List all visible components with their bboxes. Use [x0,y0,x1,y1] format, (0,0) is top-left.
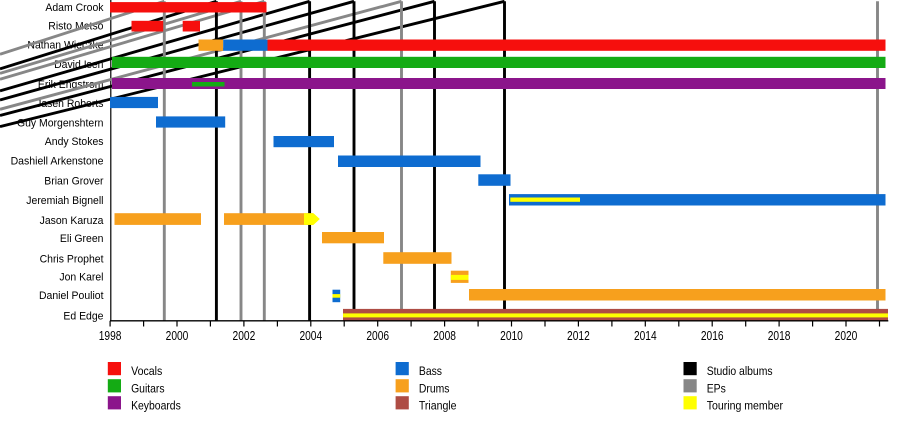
svg-text:Jason Karuza: Jason Karuza [40,215,105,227]
svg-text:Adam Crook: Adam Crook [45,2,104,14]
svg-text:2004: 2004 [299,328,322,343]
svg-text:EPs: EPs [707,381,726,395]
svg-text:Andy Stokes: Andy Stokes [45,136,104,148]
svg-text:Jon Karel: Jon Karel [59,272,103,284]
svg-text:Touring member: Touring member [707,398,783,412]
svg-text:Triangle: Triangle [419,398,457,412]
svg-text:2010: 2010 [500,328,523,343]
svg-text:2012: 2012 [567,328,590,343]
svg-text:Vocals: Vocals [131,364,162,378]
svg-text:Bass: Bass [419,364,442,378]
svg-text:Risto Metso: Risto Metso [48,20,103,32]
svg-text:2006: 2006 [366,328,389,343]
svg-text:Keyboards: Keyboards [131,398,181,412]
svg-text:2016: 2016 [701,328,724,343]
svg-text:Daniel Pouliot: Daniel Pouliot [39,290,104,302]
svg-text:2014: 2014 [634,328,657,343]
svg-text:Chris Prophet: Chris Prophet [40,253,104,265]
svg-text:Eli Green: Eli Green [60,233,104,245]
svg-text:Ed Edge: Ed Edge [63,310,103,322]
svg-text:Dashiell Arkenstone: Dashiell Arkenstone [11,156,104,168]
svg-text:Guy Morgenshtern: Guy Morgenshtern [17,117,104,129]
svg-text:1998: 1998 [99,328,122,343]
svg-text:2008: 2008 [433,328,456,343]
svg-text:2018: 2018 [768,328,791,343]
svg-text:2002: 2002 [233,328,256,343]
svg-text:Erik Engstrom: Erik Engstrom [38,79,104,91]
svg-text:Jeremiah Bignell: Jeremiah Bignell [26,195,103,207]
svg-text:Studio albums: Studio albums [707,364,773,378]
svg-text:Drums: Drums [419,381,450,395]
svg-text:2020: 2020 [835,328,858,343]
svg-text:Brian Grover: Brian Grover [44,176,104,188]
svg-text:David Isen: David Isen [54,59,103,71]
svg-text:2000: 2000 [166,328,189,343]
svg-text:Guitars: Guitars [131,381,165,395]
